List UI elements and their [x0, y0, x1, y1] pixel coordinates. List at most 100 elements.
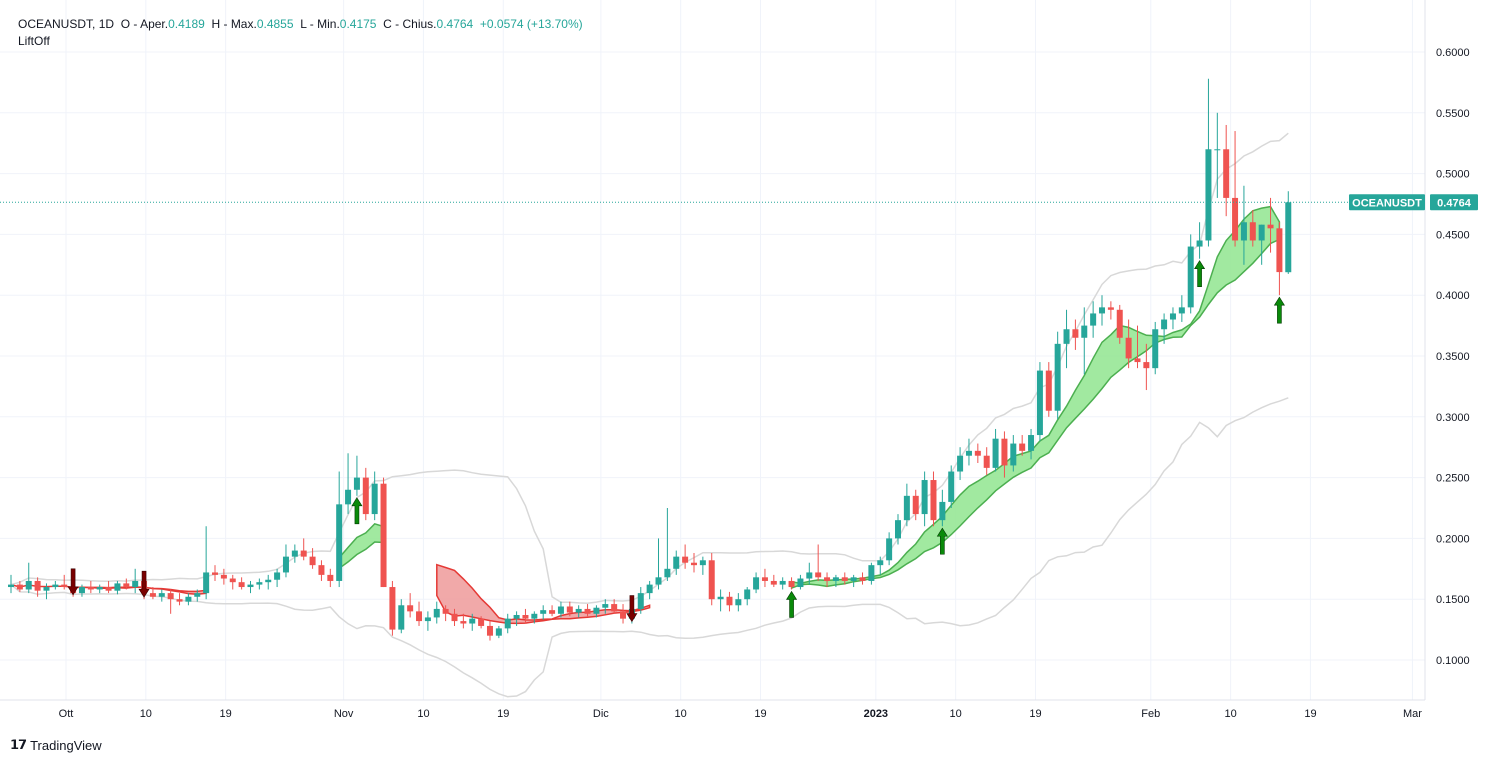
candle-body — [132, 580, 139, 588]
time-tick-label: Dic — [593, 708, 609, 720]
candle-body — [682, 556, 689, 563]
time-tick-label: Mar — [1403, 708, 1422, 720]
candle-body — [1285, 202, 1292, 273]
candle-body — [371, 483, 378, 515]
candle-body — [1125, 337, 1132, 359]
time-tick-label: 19 — [497, 708, 509, 720]
candle-body — [8, 584, 14, 588]
candle-body — [1196, 240, 1203, 247]
price-tick-label: 0.4000 — [1436, 290, 1470, 302]
candle-body — [1276, 228, 1283, 273]
price-tick-label: 0.2500 — [1436, 473, 1470, 485]
time-tick-label: 2023 — [864, 708, 888, 720]
candle-body — [1232, 197, 1239, 241]
candle-body — [815, 572, 822, 578]
candle-body — [327, 574, 334, 581]
candle-body — [1258, 224, 1265, 241]
candle-body — [353, 477, 360, 490]
high-value: 0.4855 — [256, 17, 294, 31]
low-text: Min. — [317, 17, 340, 31]
candle-body — [557, 606, 564, 614]
candle-body — [478, 618, 485, 626]
candle-body — [1054, 343, 1061, 411]
open-label: O — [120, 17, 131, 31]
candle-body — [345, 489, 352, 505]
candle-body — [87, 587, 94, 590]
candle-body — [930, 480, 937, 521]
candle-body — [469, 618, 476, 624]
candle-body — [957, 455, 964, 472]
candle-body — [1107, 307, 1114, 310]
candle-body — [114, 583, 121, 591]
lift-off-bands — [10, 205, 1281, 625]
time-tick-label: 10 — [140, 708, 152, 720]
buy-arrow-icon — [351, 497, 363, 525]
price-axis: 0.6000 0.5500 0.5000 0.4500 0.4000 0.3500 0.30… — [1436, 47, 1470, 667]
candle-body — [850, 577, 857, 581]
candle-body — [1063, 329, 1070, 344]
candle-body — [974, 450, 981, 456]
time-tick-label: 10 — [1225, 708, 1237, 720]
low-label: L — [300, 17, 307, 31]
candle-body — [495, 628, 502, 636]
close-text: Chius. — [402, 17, 437, 31]
candle-body — [105, 587, 112, 591]
candle-body — [753, 577, 760, 590]
interval[interactable]: 1D — [98, 17, 115, 31]
price-tick-label: 0.5500 — [1436, 108, 1470, 120]
candle-body — [761, 577, 768, 581]
candle-body — [451, 613, 458, 622]
candle-body — [832, 577, 839, 581]
candle-body — [1161, 319, 1168, 330]
candlestick-series — [8, 78, 1292, 641]
candle-body — [531, 613, 538, 619]
candle-body — [717, 596, 724, 600]
candle-body — [744, 589, 751, 600]
candle-body — [1099, 307, 1106, 314]
buy-arrow-icon — [786, 590, 798, 618]
candle-body — [380, 483, 387, 588]
candle-body — [1249, 222, 1256, 241]
candle-body — [362, 477, 369, 515]
price-tick-label: 0.5000 — [1436, 169, 1470, 181]
candle-body — [229, 578, 236, 583]
candle-body — [1134, 358, 1141, 363]
last-price-tag: OCEANUSDT 0.4764 — [1349, 194, 1478, 211]
symbol-header: OCEANUSDT, 1D O - Aper.0.4189 H - Max.0.… — [18, 17, 583, 31]
candle-body — [416, 611, 423, 622]
time-tick-label: 19 — [1304, 708, 1316, 720]
indicator-label[interactable]: LiftOff — [18, 34, 50, 48]
candle-body — [1001, 438, 1008, 466]
change-value: +0.0574 (+13.70%) — [479, 17, 583, 31]
close-value: 0.4764 — [436, 17, 474, 31]
high-text: Max. — [230, 17, 257, 31]
candle-body — [584, 608, 591, 614]
signal-arrows — [67, 260, 1285, 623]
candle-body — [300, 550, 307, 557]
candle-body — [212, 572, 219, 575]
candle-body — [424, 617, 431, 622]
candle-body — [903, 495, 910, 521]
candle-body — [664, 568, 671, 578]
candle-body — [1081, 325, 1088, 338]
candle-body — [1205, 149, 1212, 241]
time-tick-label: 10 — [417, 708, 429, 720]
candle-body — [43, 587, 50, 591]
symbol-name[interactable]: OCEANUSDT — [18, 17, 93, 31]
price-tick-label: 0.1500 — [1436, 594, 1470, 606]
price-tag-symbol: OCEANUSDT — [1352, 197, 1422, 209]
sell-arrow-icon — [138, 570, 150, 598]
brand-footer[interactable]: 𝟭𝟳 TradingView — [10, 737, 102, 753]
buy-arrow-icon — [1273, 296, 1285, 324]
candle-body — [522, 615, 529, 619]
candle-body — [948, 471, 955, 502]
candle-body — [282, 556, 289, 573]
candle-body — [549, 610, 556, 614]
candle-body — [912, 495, 919, 515]
time-tick-label: 19 — [754, 708, 766, 720]
candle-body — [486, 625, 493, 636]
time-tick-label: Ott — [59, 708, 74, 720]
candle-body — [389, 587, 396, 630]
candle-body — [824, 577, 831, 581]
